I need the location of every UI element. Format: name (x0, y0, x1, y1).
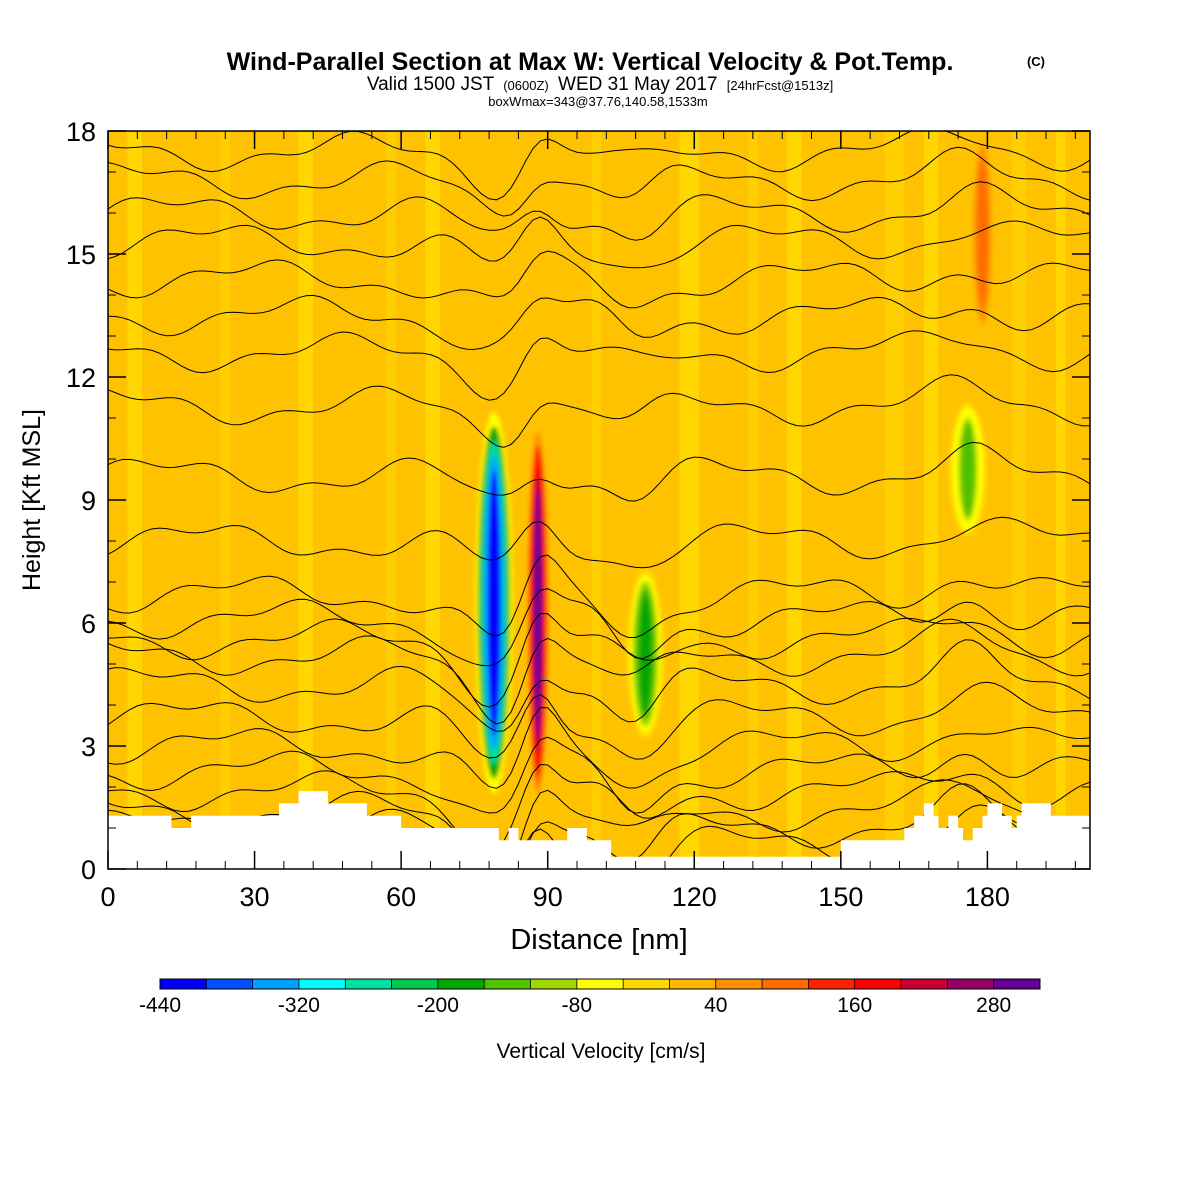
x-axis-label: Distance [nm] (510, 924, 687, 956)
y-tick-label: 3 (81, 732, 96, 762)
background-stripes (127, 131, 1066, 869)
background-stripe (425, 131, 441, 869)
velocity-cell (961, 422, 975, 516)
x-tick-label: 60 (386, 882, 416, 912)
x-tick-label: 30 (240, 882, 270, 912)
background-stripe (127, 131, 143, 869)
colorbar-swatch (947, 979, 995, 989)
x-tick-label: 150 (818, 882, 863, 912)
background-stripe (386, 131, 397, 869)
colorbar-swatch (252, 979, 300, 989)
colorbar-swatch (530, 979, 578, 989)
isentrope-line (108, 131, 1090, 201)
isentrope-line (108, 554, 1090, 638)
colorbar-swatch (345, 979, 393, 989)
colorbar-tick-label: 280 (976, 994, 1011, 1017)
background-stripe (1055, 131, 1066, 869)
colorbar-swatch (484, 979, 532, 989)
background-stripe (1011, 131, 1027, 869)
isentrope-line (108, 181, 1090, 241)
copyright-mark: (C) (1027, 54, 1045, 69)
vertical-velocity-features (475, 138, 993, 794)
colorbar-tick-label: 40 (704, 994, 727, 1017)
x-tick-label: 120 (672, 882, 717, 912)
x-tick-label: 180 (965, 882, 1010, 912)
colorbar-swatch (669, 979, 717, 989)
background-stripe (298, 131, 314, 869)
colorbar-swatch (715, 979, 763, 989)
colorbar-swatch (206, 979, 254, 989)
chart-subtitle: Valid 1500 JST (0600Z) WED 31 May 2017 [… (367, 74, 833, 95)
y-axis-label: Height [Kft MSL] (18, 409, 46, 591)
colorbar-swatch (298, 979, 346, 989)
background-stripe (591, 131, 602, 869)
colorbar-swatch (576, 979, 624, 989)
terrain (108, 791, 1090, 869)
colorbar-tick-label: -200 (417, 994, 459, 1017)
colorbar-swatch (762, 979, 809, 989)
background-stripe (884, 131, 905, 869)
y-tick-label: 0 (81, 855, 96, 885)
isentrope-line (108, 441, 1090, 502)
isentrope-line (108, 146, 1090, 217)
isentrope-line (108, 216, 1090, 269)
colorbar-swatch (437, 979, 485, 989)
colorbar-swatch (901, 979, 948, 989)
isentrope-line (108, 618, 1090, 725)
colorbar-frame (159, 978, 1041, 990)
isentrope-line (108, 588, 1090, 667)
chart-title: Wind-Parallel Section at Max W: Vertical… (227, 48, 954, 76)
isentrope-line (108, 779, 1090, 869)
colorbar-label: Vertical Velocity [cm/s] (497, 1040, 706, 1063)
box-info: boxWmax=343@37.76,140.58,1533m (488, 94, 708, 109)
background-stripe (786, 131, 802, 869)
plot-area (108, 131, 1090, 869)
colorbar-tick-label: 160 (837, 994, 872, 1017)
x-tick-label: 90 (533, 882, 563, 912)
isentrope-line (108, 250, 1090, 309)
isentrope-line (108, 681, 1090, 760)
isentrope-line (108, 736, 1090, 814)
y-tick-label: 12 (66, 363, 96, 393)
colorbar-swatch (993, 979, 1041, 989)
isentrope-line (108, 330, 1090, 401)
y-tick-label: 6 (81, 609, 96, 639)
velocity-cell (638, 593, 653, 714)
colorbar-swatch (391, 979, 439, 989)
colorbar-tick-label: -440 (139, 994, 181, 1017)
background-stripe (747, 131, 758, 869)
axes: 0 30 60 90 120 150 180 0 3 6 9 12 15 18 (66, 117, 1090, 912)
isentrope-line (108, 374, 1090, 448)
isentrope-line (108, 707, 1090, 789)
background-stripe (923, 131, 939, 869)
isentrope-line (108, 516, 1090, 569)
isentrope-line (108, 639, 1090, 732)
isentrope-line (108, 294, 1090, 350)
y-tick-label: 15 (66, 240, 96, 270)
isentrope-line (108, 763, 1090, 855)
colorbar-swatch (854, 979, 902, 989)
colorbar-tick-label: -320 (278, 994, 320, 1017)
y-tick-label: 18 (66, 117, 96, 147)
colorbar-swatch (623, 979, 670, 989)
colorbar: -440 -320 -200 -80 40 160 280 (139, 978, 1041, 1017)
colorbar-tick-label: -80 (562, 994, 592, 1017)
velocity-cell (534, 486, 542, 740)
background-stripe (220, 131, 231, 869)
velocity-cell (487, 469, 501, 736)
colorbar-swatch (160, 979, 207, 989)
background-stripe (679, 131, 700, 869)
velocity-cell (978, 166, 987, 301)
y-tick-label: 9 (81, 486, 96, 516)
colorbar-swatch (808, 979, 856, 989)
x-tick-label: 0 (100, 882, 115, 912)
